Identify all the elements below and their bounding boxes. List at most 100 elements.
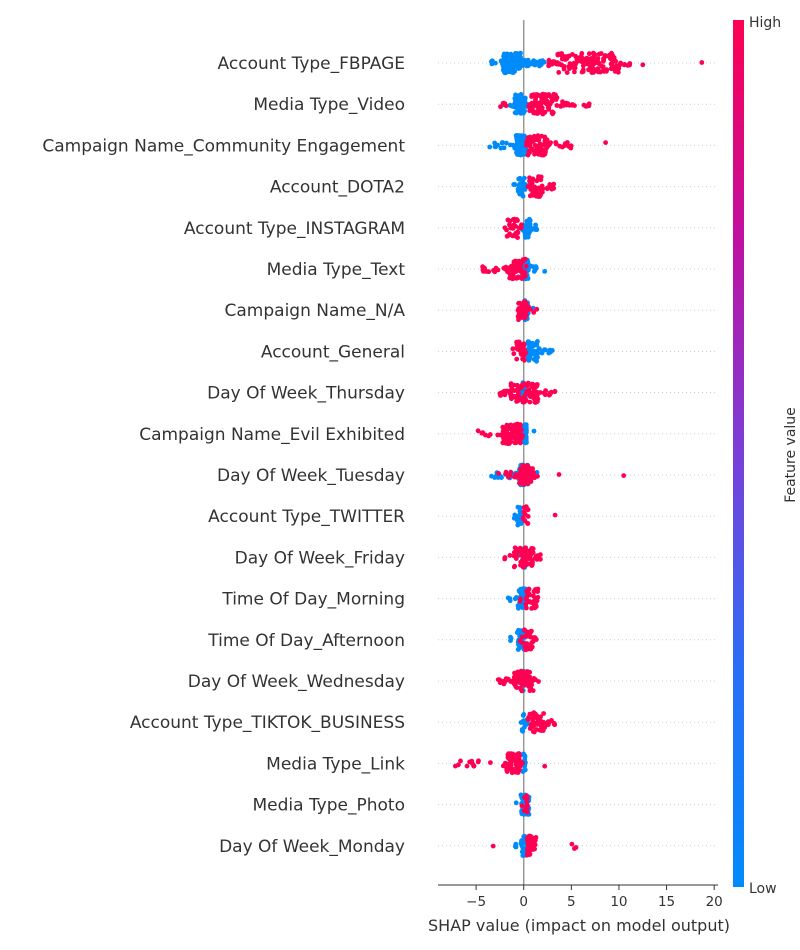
shap-point xyxy=(502,392,508,398)
shap-point xyxy=(512,99,518,105)
shap-point xyxy=(502,225,508,231)
shap-point xyxy=(504,388,510,394)
shap-point xyxy=(531,348,536,354)
shap-point xyxy=(596,51,602,57)
colorbar-low-label: Low xyxy=(749,881,777,897)
shap-point xyxy=(508,634,513,640)
shap-point xyxy=(542,763,548,769)
shap-point xyxy=(517,598,523,604)
shap-point xyxy=(511,259,517,265)
shap-point xyxy=(532,712,538,718)
shap-point xyxy=(569,841,575,847)
shap-point xyxy=(531,138,537,144)
shap-point xyxy=(528,646,534,652)
shap-point xyxy=(500,67,506,73)
shap-point xyxy=(517,268,523,274)
shap-point xyxy=(533,396,539,402)
shap-point xyxy=(500,434,506,440)
shap-point xyxy=(539,98,545,104)
colorbar-high-label: High xyxy=(749,15,781,31)
shap-point xyxy=(516,627,521,633)
shap-point xyxy=(514,399,519,404)
shap-point xyxy=(539,183,545,189)
shap-point xyxy=(531,390,536,395)
shap-point xyxy=(550,109,555,115)
shap-point xyxy=(539,719,545,725)
shap-point xyxy=(514,110,519,116)
shap-point xyxy=(535,473,540,479)
shap-point xyxy=(490,843,496,849)
shap-point xyxy=(528,479,534,484)
shap-point xyxy=(580,69,586,74)
shap-point xyxy=(521,424,527,429)
feature-labels: Account Type_FBPAGE Media Type_Video Campa… xyxy=(42,54,405,857)
shap-point xyxy=(523,601,529,607)
shap-point xyxy=(612,69,618,74)
shap-point xyxy=(547,390,553,396)
shap-point xyxy=(537,151,543,157)
shap-point xyxy=(527,175,532,181)
shap-point xyxy=(530,190,535,196)
shap-point xyxy=(521,481,527,487)
shap-point xyxy=(507,218,513,224)
shap-point xyxy=(514,387,520,393)
shap-point xyxy=(498,104,503,110)
shap-point xyxy=(549,60,555,66)
shap-point xyxy=(560,144,565,150)
shap-point xyxy=(521,109,526,114)
shap-point xyxy=(541,147,547,153)
shap-point xyxy=(519,389,525,395)
shap-point xyxy=(518,792,524,798)
shap-point xyxy=(525,553,531,559)
shap-point xyxy=(514,429,520,435)
shap-point xyxy=(513,844,519,850)
shap-point xyxy=(524,605,529,611)
feature-label: Account_DOTA2 xyxy=(270,178,405,198)
shap-point xyxy=(527,141,533,147)
shap-point xyxy=(519,634,525,640)
shap-point xyxy=(572,65,578,71)
shap-point xyxy=(492,140,498,146)
shap-point xyxy=(530,720,535,726)
shap-point xyxy=(559,51,564,56)
shap-point xyxy=(492,144,498,150)
shap-point xyxy=(521,848,527,854)
shap-point xyxy=(527,134,533,140)
shap-point xyxy=(509,427,515,433)
shap-point xyxy=(518,475,524,481)
shap-point xyxy=(524,805,530,811)
shap-point xyxy=(513,769,518,775)
shap-point xyxy=(600,59,606,64)
shap-point xyxy=(527,399,533,405)
shap-point xyxy=(608,66,614,72)
shap-point xyxy=(511,351,517,357)
shap-point xyxy=(512,670,517,676)
feature-label: Day Of Week_Tuesday xyxy=(217,466,405,486)
shap-point xyxy=(525,591,531,596)
colorbar-title: Feature value xyxy=(783,407,799,503)
shap-point xyxy=(537,58,543,64)
shap-point xyxy=(498,145,504,151)
feature-label: Day Of Week_Monday xyxy=(219,837,405,857)
shap-point xyxy=(495,432,501,438)
shap-point xyxy=(517,190,522,196)
shap-point xyxy=(518,720,524,725)
shap-point xyxy=(480,264,485,270)
feature-label: Campaign Name_Evil Exhibited xyxy=(139,425,405,445)
shap-point xyxy=(579,51,585,56)
shap-point xyxy=(553,141,559,147)
shap-point xyxy=(517,60,523,66)
shap-point xyxy=(538,188,544,194)
shap-point xyxy=(527,342,533,348)
shap-point xyxy=(544,137,550,143)
shap-point xyxy=(488,760,493,765)
shap-point xyxy=(556,70,562,75)
shap-point xyxy=(549,348,555,353)
shap-point xyxy=(524,641,530,646)
shap-point xyxy=(528,834,534,840)
shap-point xyxy=(527,669,533,675)
shap-point xyxy=(530,550,536,556)
shap-point xyxy=(525,380,531,386)
shap-point xyxy=(522,256,528,262)
shap-point xyxy=(527,150,533,155)
